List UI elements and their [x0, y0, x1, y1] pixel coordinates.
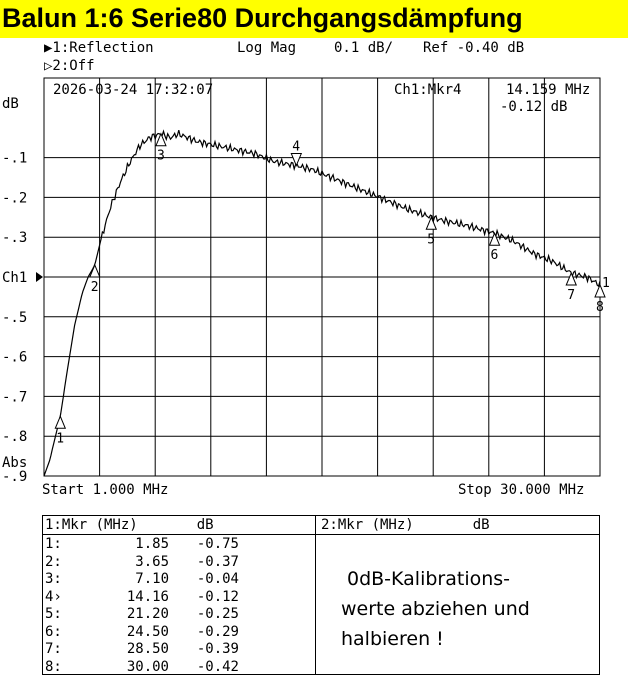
marker-table-right-header: 2:Mkr (MHz) dB: [321, 517, 490, 533]
marker-row-db: -0.04: [196, 571, 239, 587]
marker-label: 2: [91, 280, 99, 295]
stop-frequency: Stop 30.000 MHz: [458, 482, 585, 498]
active-marker-value: -0.12 dB: [500, 99, 568, 115]
channel2-label: ▷2:Off: [44, 58, 95, 74]
table-header-rule: [43, 534, 315, 535]
trace-layer: [43, 129, 601, 477]
marker-row-id: 2:: [45, 553, 62, 570]
marker-triangle-icon: [488, 231, 501, 246]
marker-row-db: -0.25: [196, 606, 239, 622]
channel1-label: ▶1:Reflection: [44, 40, 154, 56]
marker-label: 7: [567, 288, 575, 303]
marker-triangle-icon: [565, 271, 577, 286]
y-tick-label: -.1: [2, 151, 27, 167]
y-tick-label: -.9: [2, 469, 27, 485]
marker-row-db: -0.75: [196, 536, 239, 552]
marker-triangle-icon: [155, 132, 167, 147]
marker-row-id: 4›: [45, 588, 62, 605]
timestamp: 2026-03-24 17:32:07: [53, 82, 214, 98]
marker-row-freq: 24.50: [126, 623, 169, 640]
reference-arrow-icon: [36, 272, 43, 282]
y-tick-label: -.5: [2, 310, 27, 326]
marker-table-left-header: 1:Mkr (MHz) dB: [45, 517, 214, 533]
marker-row-id: 6:: [45, 623, 62, 640]
marker-label: 6: [491, 248, 499, 263]
y-tick-label: -.7: [2, 389, 27, 405]
y-tick-label: -.3: [2, 230, 27, 246]
marker-row-db: -0.29: [196, 623, 239, 640]
ref-marker-label: 1: [602, 276, 610, 291]
channel1-scale: 0.1 dB/: [334, 40, 394, 56]
marker-row-freq: 1.85: [135, 536, 169, 552]
marker-triangle-icon: [425, 216, 438, 230]
marker-row-freq: 30.00: [126, 658, 169, 675]
marker-row-db: -0.42: [196, 658, 239, 675]
marker-row-id: 7:: [45, 641, 62, 657]
chart-grid: [44, 78, 600, 477]
marker-layer: 1 2 3 4 5 6 7 8 1: [54, 132, 610, 446]
note-line-3: halbieren !: [341, 628, 444, 650]
table-header-rule-right: [315, 534, 600, 535]
y-tick-label: -.6: [2, 350, 27, 366]
marker-label: 4: [292, 140, 300, 155]
marker-triangle-icon: [89, 263, 101, 278]
marker-row-id: 5:: [45, 606, 62, 622]
channel1-reference: Ref -0.40 dB: [423, 40, 525, 56]
marker-label: 3: [157, 149, 165, 164]
marker-row-freq: 21.20: [126, 606, 169, 622]
marker-row-id: 3:: [45, 571, 62, 587]
active-marker-label: Ch1:Mkr4: [394, 82, 462, 98]
note-line-2: werte abziehen und: [341, 598, 530, 620]
marker-row-db: -0.12: [196, 588, 239, 605]
trace-chart: 1 2 3 4 5 6 7 8 1 -.1 -.2 -.3 Ch1 -.5 -.6 -.7 -.8 -.9: [2, 77, 610, 485]
marker-label: 1: [56, 431, 64, 446]
table-divider: [315, 516, 316, 674]
marker-triangle-icon: [54, 415, 67, 429]
trace-line: [43, 129, 601, 477]
title-banner: Balun 1:6 Serie80 Durchgangsdämpfung: [0, 0, 628, 38]
marker-table: 1:Mkr (MHz) dB 2:Mkr (MHz) dB 1: 1.85 -0.7…: [42, 515, 600, 675]
channel1-format: Log Mag: [237, 40, 297, 56]
plot-frame: [43, 77, 601, 477]
marker-row-freq: 3.65: [135, 553, 169, 570]
note-line-1: 0dB-Kalibrations-: [347, 568, 511, 590]
label-layer: -.1 -.2 -.3 Ch1 -.5 -.6 -.7 -.8 -.9: [2, 151, 43, 485]
y-tick-label: Ch1: [2, 270, 27, 286]
y-tick-label: -.8: [2, 429, 27, 445]
y-tick-label: -.2: [2, 190, 27, 206]
marker-row-freq: 14.16: [126, 588, 169, 605]
marker-triangle-icon: [290, 153, 303, 167]
y-axis-format: Abs: [2, 455, 28, 471]
marker-row-freq: 7.10: [135, 571, 169, 587]
marker-row-db: -0.39: [196, 641, 239, 657]
page-title: Balun 1:6 Serie80 Durchgangsdämpfung: [2, 3, 523, 33]
marker-row-id: 1:: [45, 536, 62, 552]
start-frequency: Start 1.000 MHz: [42, 482, 169, 498]
marker-label: 8: [596, 300, 604, 315]
marker-row-db: -0.37: [196, 553, 239, 570]
y-axis-unit: dB: [2, 96, 19, 112]
calibration-note: 0dB-Kalibrations- werte abziehen und hal…: [341, 564, 591, 654]
marker-row-freq: 28.50: [126, 641, 169, 657]
marker-row-id: 8:: [45, 658, 62, 675]
active-marker-frequency: 14.159 MHz: [506, 82, 591, 98]
marker-triangle-icon: [594, 283, 606, 298]
marker-label: 5: [427, 232, 435, 247]
